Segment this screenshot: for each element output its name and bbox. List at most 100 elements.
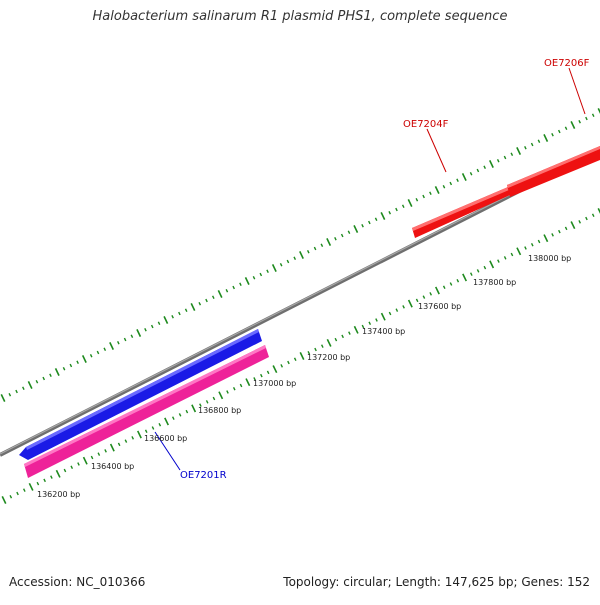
minor-tick — [422, 194, 425, 199]
minor-tick — [171, 416, 175, 420]
minor-tick — [178, 413, 182, 417]
major-tick — [54, 368, 60, 376]
minor-tick — [415, 298, 419, 303]
minor-tick — [537, 239, 541, 244]
minor-tick — [97, 452, 101, 456]
minor-tick — [585, 216, 588, 221]
minor-tick — [259, 272, 263, 277]
minor-tick — [368, 220, 371, 225]
minor-tick — [62, 367, 66, 371]
gene-label-oe7204f: OE7204F — [403, 119, 449, 130]
minor-tick — [185, 409, 189, 414]
minor-tick — [361, 324, 365, 329]
minor-tick — [151, 426, 155, 430]
minor-tick — [232, 386, 236, 391]
major-tick — [164, 417, 170, 426]
major-tick — [326, 238, 332, 246]
major-tick — [191, 404, 197, 413]
minor-tick — [564, 226, 568, 231]
major-tick — [326, 338, 332, 347]
minor-tick — [422, 295, 426, 299]
minor-tick — [537, 139, 541, 143]
minor-tick — [524, 246, 527, 250]
minor-tick — [334, 237, 337, 241]
gene-oe7201r[interactable] — [24, 345, 269, 478]
gene-blue-reverse[interactable] — [19, 329, 262, 460]
minor-tick — [402, 305, 405, 309]
scale-label: 136200 bp — [37, 490, 80, 499]
minor-tick — [551, 133, 554, 137]
gene-oe7201r-highlight — [24, 345, 266, 467]
major-tick — [434, 286, 440, 295]
minor-tick — [266, 370, 270, 375]
minor-tick — [157, 321, 161, 325]
minor-tick — [469, 172, 473, 176]
gene-oe7206f-highlight — [507, 146, 600, 188]
minor-tick — [557, 129, 561, 134]
minor-tick — [551, 233, 554, 237]
major-tick — [516, 147, 522, 155]
minor-tick — [77, 462, 80, 466]
minor-tick — [36, 481, 40, 486]
minor-tick — [375, 318, 378, 322]
major-tick — [271, 264, 277, 272]
minor-tick — [456, 278, 460, 283]
minor-tick — [22, 386, 25, 390]
major-tick — [218, 391, 224, 400]
minor-tick — [578, 120, 581, 124]
minor-tick — [320, 344, 324, 348]
topology-summary: Topology: circular; Length: 147,625 bp; … — [283, 575, 590, 589]
minor-tick — [497, 259, 500, 263]
minor-tick — [280, 364, 284, 368]
major-tick — [462, 273, 468, 282]
minor-tick — [123, 337, 127, 342]
minor-tick — [9, 494, 13, 499]
minor-tick — [591, 213, 595, 218]
major-tick — [380, 212, 386, 220]
accession-label: Accession: NC_010366 — [9, 575, 146, 589]
minor-tick — [232, 285, 235, 290]
minor-tick — [117, 442, 121, 447]
minor-tick — [205, 400, 209, 404]
minor-tick — [334, 337, 338, 342]
minor-tick — [293, 357, 297, 362]
major-tick — [109, 443, 115, 452]
minor-tick — [266, 269, 269, 273]
minor-tick — [22, 488, 26, 492]
minor-tick — [449, 282, 453, 286]
minor-tick — [591, 113, 595, 117]
minor-tick — [476, 269, 480, 273]
gene-oe7204f-highlight — [412, 187, 509, 231]
minor-tick — [388, 211, 392, 215]
minor-tick — [483, 265, 487, 270]
major-tick — [570, 221, 576, 230]
scale-label: 137000 bp — [253, 379, 296, 388]
minor-tick — [158, 422, 162, 427]
minor-tick — [42, 376, 46, 381]
minor-tick — [117, 341, 120, 345]
minor-tick — [124, 439, 128, 443]
minor-tick — [293, 256, 297, 260]
minor-tick — [252, 276, 256, 280]
minor-tick — [314, 347, 317, 352]
major-tick — [136, 430, 142, 439]
oe7206f-leader — [568, 67, 586, 115]
minor-tick — [70, 465, 74, 470]
minor-tick — [524, 146, 527, 150]
major-tick — [27, 381, 33, 389]
minor-tick — [510, 252, 514, 257]
outer-tick-ring — [0, 108, 600, 402]
major-tick — [55, 469, 61, 478]
minor-tick — [442, 185, 446, 189]
gene-label-oe7201r: OE7201R — [180, 470, 227, 481]
minor-tick — [564, 126, 568, 130]
minor-tick — [239, 383, 243, 388]
major-tick — [380, 312, 386, 321]
minor-tick — [395, 308, 399, 312]
minor-tick — [50, 475, 53, 479]
major-tick — [407, 199, 413, 207]
minor-tick — [286, 259, 290, 264]
minor-tick — [503, 155, 507, 160]
minor-tick — [150, 324, 154, 329]
minor-tick — [279, 263, 283, 267]
